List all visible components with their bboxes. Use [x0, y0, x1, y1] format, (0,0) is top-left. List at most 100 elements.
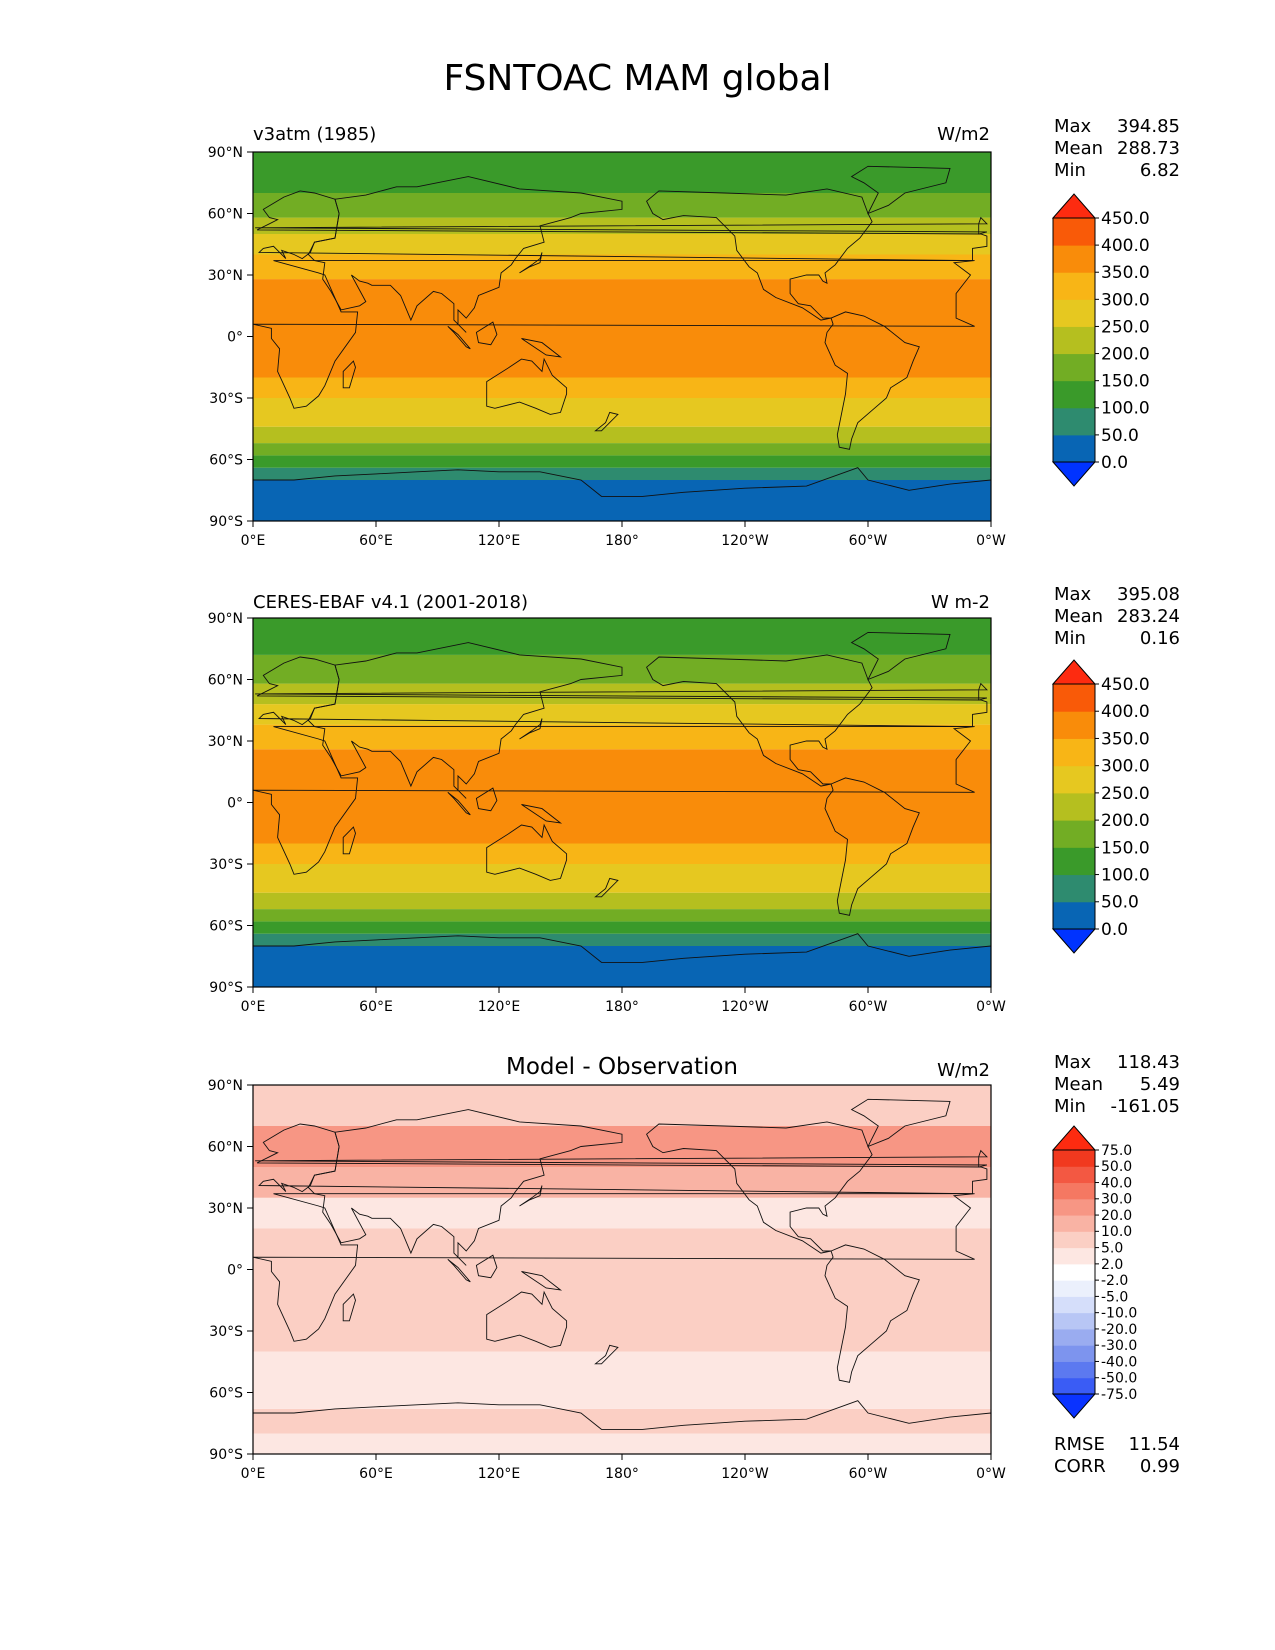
colorbar-tick-label: 50.0: [1101, 893, 1139, 913]
colorbar-tick-label: -5.0: [1101, 1289, 1128, 1305]
colorbar-tick-label: 300.0: [1101, 757, 1150, 777]
zonal-band: [253, 749, 991, 844]
colorbar-tick-label: -75.0: [1101, 1387, 1137, 1403]
map-panel-1: 90°N 60°N 30°N 0° 30°S 60°S 90°S 0°E 60°E 120°E 18…: [208, 145, 1006, 549]
colorbar-segment: [1053, 1345, 1095, 1362]
coastline: [519, 1185, 543, 1207]
colorbar-tick-label: 150.0: [1101, 838, 1150, 858]
coastline: [475, 787, 498, 812]
panel-1-stats: Max 394.85 Mean 288.73 Min 6.82: [1054, 116, 1180, 182]
stat-label: Min: [1054, 160, 1086, 181]
colorbar-segment: [1053, 1231, 1095, 1249]
zonal-band: [253, 234, 991, 255]
colorbar-extend-max: [1051, 1125, 1097, 1151]
colorbar-tick-label: 350.0: [1101, 263, 1150, 283]
map-plot-area: [253, 152, 991, 521]
colorbar-segment: [1053, 407, 1095, 436]
y-tick-label: 0°: [227, 330, 243, 346]
y-tick-label: 60°N: [208, 673, 243, 689]
y-tick-label: 0°: [227, 1263, 243, 1279]
colorbar-frame: [1052, 683, 1096, 930]
panel-1-units: W/m2: [937, 124, 990, 145]
panel-2-stats: Max 395.08 Mean 283.24 Min 0.16: [1054, 584, 1180, 650]
coastline: [307, 642, 623, 799]
colorbar-tick-label: 200.0: [1101, 345, 1150, 365]
colorbar-tick-label: 400.0: [1101, 702, 1150, 722]
colorbar-segment: [1053, 218, 1095, 246]
coastline: [255, 682, 988, 701]
y-tick-label: 30°S: [209, 1324, 243, 1340]
panel-3-stats: Max 118.43 Mean 5.49 Min -161.05: [1054, 1052, 1180, 1118]
zonal-band: [253, 1085, 991, 1126]
zonal-band: [253, 1167, 991, 1198]
colorbar-segment: [1053, 901, 1095, 930]
y-tick-label: 90°N: [208, 611, 243, 627]
colorbar-tick-label: 450.0: [1101, 675, 1150, 695]
colorbar-segment: [1053, 1263, 1095, 1281]
stat-value: 5.49: [1139, 1074, 1180, 1095]
coastline: [447, 1258, 471, 1283]
coastline: [486, 357, 568, 415]
colorbar-segment: [1053, 272, 1095, 300]
colorbar-segment: [1053, 1166, 1095, 1184]
coastline: [521, 1271, 563, 1291]
coastline: [519, 718, 543, 740]
coastline: [342, 360, 356, 389]
colorbar-3: -75.0-50.0-40.0-30.0-20.0-10.0-5.0-2.02.…: [1051, 1125, 1137, 1419]
y-tick-label: 90°S: [209, 980, 243, 996]
colorbar-tick-label: 50.0: [1101, 426, 1139, 446]
stat-label: Mean: [1054, 606, 1104, 627]
x-tick-label: 120°W: [721, 533, 769, 549]
y-tick-label: 60°S: [209, 919, 243, 935]
colorbar-segment: [1053, 1377, 1095, 1395]
colorbar-segment: [1053, 1361, 1095, 1379]
x-tick-label: 0°E: [241, 1466, 266, 1482]
colorbar-tick-label: 250.0: [1101, 317, 1150, 337]
colorbar-segment: [1053, 684, 1095, 712]
zonal-band: [253, 724, 991, 750]
colorbar-tick-label: 20.0: [1101, 1208, 1132, 1224]
zonal-band: [253, 1126, 991, 1167]
stat-label: CORR: [1054, 1456, 1106, 1477]
x-tick-label: 60°E: [359, 999, 393, 1015]
zonal-band: [253, 398, 991, 427]
stat-value: 394.85: [1117, 116, 1180, 137]
y-tick-label: 90°S: [209, 1447, 243, 1463]
colorbar-segment: [1053, 1296, 1095, 1314]
coastline: [850, 165, 951, 215]
stat-value: 395.08: [1117, 584, 1180, 605]
coastline: [521, 804, 563, 824]
stat-label: Mean: [1054, 1074, 1104, 1095]
x-tick-label: 60°W: [849, 999, 888, 1015]
colorbar-segment: [1053, 1215, 1095, 1232]
colorbar-tick-label: -40.0: [1101, 1354, 1137, 1370]
zonal-band: [253, 704, 991, 725]
zonal-band: [253, 426, 991, 444]
colorbar-frame: [1052, 1149, 1096, 1395]
colorbar-tick-label: 30.0: [1101, 1192, 1132, 1208]
x-tick-label: 120°E: [478, 533, 521, 549]
zonal-band: [253, 279, 991, 378]
zonal-band: [253, 1197, 991, 1229]
colorbar-extend-min: [1051, 928, 1097, 954]
x-tick-label: 180°: [605, 533, 639, 549]
x-tick-label: 120°E: [478, 999, 521, 1015]
coastline: [255, 216, 988, 235]
zonal-band: [253, 892, 991, 910]
coastline: [646, 654, 873, 787]
zonal-band: [253, 467, 991, 480]
stat-label: Max: [1054, 116, 1092, 137]
coastline: [519, 252, 543, 274]
stat-label: Max: [1054, 584, 1092, 605]
colorbar-tick-label: 100.0: [1101, 866, 1150, 886]
y-tick-label: 30°N: [208, 268, 243, 284]
stat-label: Mean: [1054, 138, 1104, 159]
colorbar-tick-label: 100.0: [1101, 399, 1150, 419]
panel-2-units: W m-2: [930, 592, 990, 613]
stat-label: Min: [1054, 628, 1086, 649]
colorbar-segment: [1053, 1312, 1095, 1330]
x-tick-label: 120°W: [721, 999, 769, 1015]
y-tick-label: 60°S: [209, 453, 243, 469]
colorbar-tick-label: 0.0: [1101, 453, 1128, 473]
colorbar-extend-max: [1051, 659, 1097, 685]
